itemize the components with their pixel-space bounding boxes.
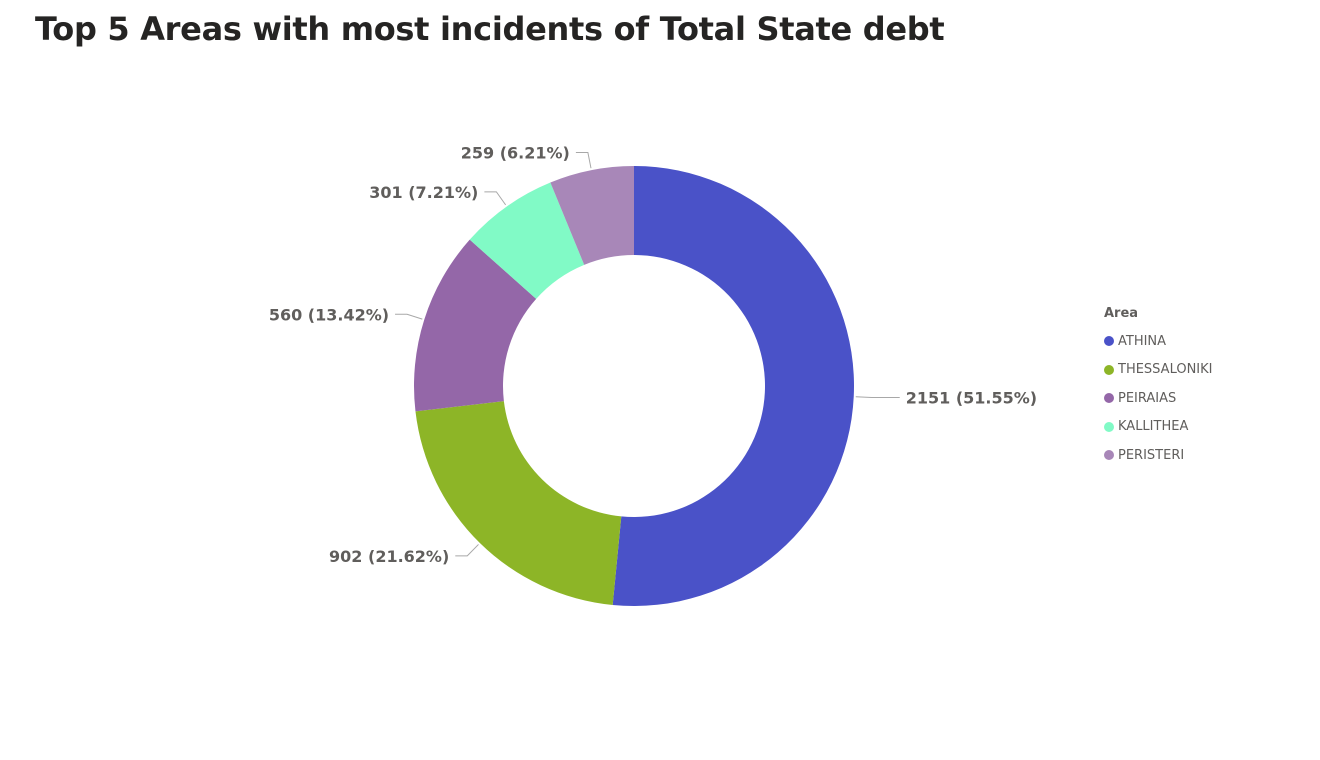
chart-title: Top 5 Areas with most incidents of Total… bbox=[35, 10, 945, 48]
legend-items: ATHINA THESSALONIKI PEIRAIAS KALLITHEA PERIS… bbox=[1104, 327, 1213, 470]
label-leader-lines bbox=[395, 152, 900, 557]
legend: Area ATHINA THESSALONIKI PEIRAIAS KALLITHEA… bbox=[1104, 306, 1213, 470]
data-label-athina: 2151 (51.55%) bbox=[906, 389, 1037, 408]
legend-item-label: KALLITHEA bbox=[1118, 419, 1189, 435]
legend-item-label: THESSALONIKI bbox=[1118, 362, 1213, 378]
data-label-thessaloniki: 902 (21.62%) bbox=[329, 547, 449, 566]
legend-title: Area bbox=[1104, 306, 1139, 321]
legend-item-peristeri[interactable]: PERISTERI bbox=[1104, 441, 1213, 470]
legend-item-thessaloniki[interactable]: THESSALONIKI bbox=[1104, 356, 1213, 385]
legend-marker-icon bbox=[1104, 421, 1114, 432]
legend-item-label: ATHINA bbox=[1118, 333, 1167, 349]
leader-line-peiraias bbox=[395, 313, 423, 320]
slice-kallithea[interactable] bbox=[469, 182, 585, 299]
data-label-kallithea: 301 (7.21%) bbox=[369, 183, 478, 202]
leader-line-peristeri bbox=[575, 152, 592, 169]
leader-line-thessaloniki bbox=[455, 544, 479, 557]
slice-athina[interactable] bbox=[612, 166, 855, 606]
legend-item-athina[interactable]: ATHINA bbox=[1104, 327, 1213, 356]
data-label-peristeri: 259 (6.21%) bbox=[461, 144, 570, 163]
slice-peristeri[interactable] bbox=[550, 166, 634, 265]
donut-slices bbox=[414, 166, 855, 606]
data-labels: 2151 (51.55%) 902 (21.62%) 560 (13.42%) 301… bbox=[269, 144, 1037, 566]
legend-marker-icon bbox=[1104, 393, 1114, 404]
slice-peiraias[interactable] bbox=[414, 239, 537, 412]
data-label-peiraias: 560 (13.42%) bbox=[269, 305, 389, 324]
leader-line-athina bbox=[855, 396, 900, 399]
legend-marker-icon bbox=[1104, 450, 1114, 461]
leader-line-kallithea bbox=[484, 191, 507, 206]
legend-marker-icon bbox=[1104, 336, 1114, 347]
legend-marker-icon bbox=[1104, 364, 1114, 375]
legend-item-label: PERISTERI bbox=[1118, 447, 1185, 463]
legend-item-label: PEIRAIAS bbox=[1118, 390, 1177, 406]
legend-item-kallithea[interactable]: KALLITHEA bbox=[1104, 413, 1213, 442]
slice-thessaloniki[interactable] bbox=[415, 401, 622, 605]
legend-item-peiraias[interactable]: PEIRAIAS bbox=[1104, 384, 1213, 413]
